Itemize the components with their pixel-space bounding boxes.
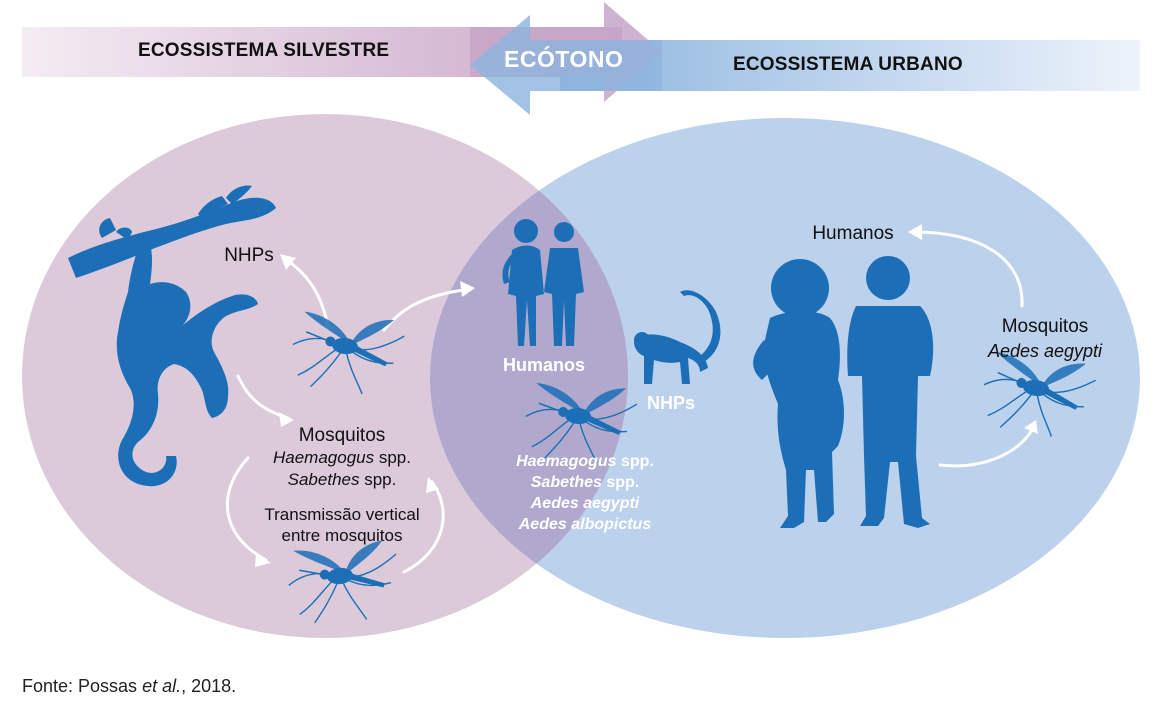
urban-humans-label: Humanos: [812, 223, 894, 244]
ecotone-species-aedes-albopictus: Aedes albopictus: [518, 516, 652, 533]
arrow-vertical-up: [402, 480, 445, 574]
sylvatic-ecosystem-ellipse: [22, 114, 628, 638]
ecotone-arrow-left: [470, 15, 662, 115]
arrowheads: [255, 224, 1038, 567]
ecosystem-band: [22, 2, 1140, 115]
ecotone-title: ECÓTONO: [504, 46, 624, 72]
ecotone-species-sabethes: Sabethes spp.: [530, 474, 640, 491]
ecotone-nhps-label: NHPs: [646, 393, 695, 413]
urban-mosquitos-title: Mosquitos: [1001, 316, 1089, 337]
vertical-transmission-label: Transmissão vertical entre mosquitos: [264, 505, 420, 545]
monkey-silhouette-ecotone: [634, 290, 721, 384]
ecotone-species-haemagogus: Haemagogus spp.: [516, 453, 654, 470]
arrow-urban-cycle-to-humans: [912, 230, 1024, 308]
humans-silhouette-urban: [753, 256, 934, 528]
source-citation: Fonte: Possas et al., 2018.: [22, 676, 237, 696]
monkey-on-branch-silhouette: [68, 185, 276, 487]
sylvatic-species-sabethes: Sabethes spp.: [287, 470, 397, 489]
arrow-urban-mosquito-to-humans: [938, 424, 1036, 468]
urban-ecosystem-title: ECOSSISTEMA URBANO: [733, 54, 963, 75]
sylvatic-species-haemagogus: Haemagogus spp.: [273, 448, 411, 467]
ecotone-humans-label: Humanos: [502, 355, 585, 375]
ecotone-species-aedes-aegypti: Aedes aegypti: [530, 495, 640, 512]
urban-species-aedes-aegypti: Aedes aegypti: [987, 341, 1103, 361]
sylvatic-nhps-label: NHPs: [224, 245, 274, 266]
humans-silhouette-ecotone: [502, 219, 584, 346]
sylvatic-ecosystem-title: ECOSSISTEMA SILVESTRE: [138, 40, 390, 61]
sylvatic-mosquitos-title: Mosquitos: [298, 425, 386, 446]
arrow-vertical-down: [225, 456, 268, 562]
